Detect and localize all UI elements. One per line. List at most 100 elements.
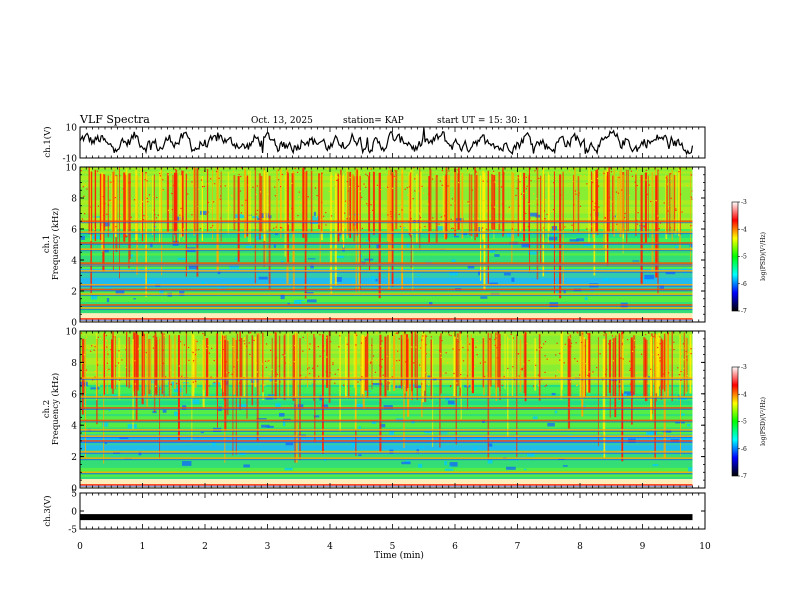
- spectrogram-speckle: [475, 346, 477, 348]
- spectrogram-speckle: [318, 196, 320, 198]
- spectrogram-sferic: [673, 174, 676, 231]
- spectrogram-speckle: [516, 187, 518, 190]
- spectrogram-cell-low: [644, 274, 655, 280]
- spectrogram-cell-low: [429, 302, 433, 305]
- spectrogram-sferic: [340, 169, 342, 235]
- spectrogram-speckle: [85, 370, 88, 372]
- spectrogram-speckle: [369, 167, 371, 169]
- spectrogram-row: [80, 173, 693, 177]
- ch1-spectrogram-ylabel-frequency: Frequency (kHz): [50, 208, 61, 280]
- time-tick-label: 0: [77, 542, 83, 552]
- spectrogram-speckle: [597, 177, 599, 180]
- spectrogram-speckle: [525, 188, 527, 190]
- spectrogram-row: [80, 260, 693, 263]
- spectrogram-speckle: [281, 227, 283, 229]
- colorbar-tick-label: -5: [741, 419, 747, 426]
- spectrogram-speckle: [229, 206, 231, 208]
- spectrogram-cell-low: [675, 246, 679, 250]
- spectrogram-speckle: [337, 173, 339, 175]
- spectrogram-speckle: [436, 223, 438, 225]
- spectrogram-sferic: [185, 331, 188, 394]
- spectrogram-speckle: [494, 338, 496, 341]
- spectrogram-speckle: [381, 366, 383, 368]
- spectrogram-sferic: [671, 331, 673, 402]
- spectrogram-sferic: [160, 169, 162, 234]
- spectrogram-cell-low: [611, 380, 618, 382]
- spectrogram-cell-low: [80, 235, 85, 240]
- spectrogram-speckle: [389, 167, 391, 169]
- spectrogram-speckle: [511, 228, 513, 230]
- spectrogram-speckle: [293, 361, 295, 363]
- spectrogram-speckle: [457, 340, 459, 343]
- spectrogram-speckle: [469, 343, 471, 345]
- spectrogram-speckle: [601, 225, 603, 227]
- spectrogram-cell-low: [313, 415, 320, 418]
- spectrogram-speckle: [124, 172, 127, 174]
- spectrogram-cell-low: [418, 463, 423, 468]
- spectrogram-sferic: [424, 334, 427, 403]
- spectrogram-sferic: [439, 336, 441, 448]
- spectrogram-speckle: [652, 354, 654, 356]
- spectrogram-speckle: [657, 215, 659, 217]
- spectrogram-speckle: [509, 207, 512, 209]
- spectrogram-cell-low: [200, 431, 204, 434]
- ch1-spectrogram-ytick-label: 4: [71, 257, 77, 267]
- spectrogram-speckle: [119, 201, 122, 203]
- spectrogram-speckle: [518, 375, 520, 377]
- spectrogram-speckle: [336, 179, 338, 182]
- spectrogram-cell-low: [287, 302, 290, 305]
- spectrogram-speckle: [543, 343, 545, 345]
- spectrogram-speckle: [440, 216, 442, 218]
- spectrogram-sferic: [237, 176, 240, 262]
- spectrogram-cell-low: [556, 290, 559, 295]
- spectrogram-speckle: [399, 225, 401, 228]
- spectrogram-cell-low: [414, 287, 417, 289]
- spectrogram-cell-low: [582, 405, 586, 408]
- spectrogram-speckle: [611, 335, 614, 337]
- spectrogram-row: [80, 465, 693, 469]
- spectrogram-speckle: [564, 343, 566, 345]
- spectrogram-speckle: [231, 195, 233, 197]
- spectrogram-speckle: [687, 353, 689, 355]
- spectrogram-speckle: [322, 374, 324, 376]
- spectrogram-speckle: [648, 184, 650, 186]
- spectrogram-speckle: [484, 361, 486, 363]
- spectrogram-sferic: [305, 170, 308, 242]
- spectrogram-sferic: [683, 332, 685, 397]
- spectrogram-speckle: [213, 381, 215, 383]
- spectrogram-row: [80, 257, 693, 261]
- spectrogram-speckle: [225, 376, 227, 378]
- spectrogram-speckle: [115, 228, 117, 231]
- spectrogram-speckle: [536, 203, 539, 206]
- spectrogram-speckle: [688, 351, 690, 354]
- spectrogram-speckle: [93, 228, 96, 231]
- spectrogram-sferic: [233, 337, 236, 395]
- spectrogram-speckle: [521, 367, 524, 369]
- spectrogram-cell-low: [507, 232, 514, 237]
- spectrogram-cell-low: [659, 285, 665, 290]
- spectrogram-speckle: [121, 355, 123, 357]
- spectrogram-speckle: [392, 210, 394, 212]
- spectrogram-speckle: [243, 340, 245, 342]
- spectrogram-sferic: [194, 339, 197, 388]
- spectrogram-speckle: [128, 370, 131, 372]
- spectrogram-speckle: [623, 216, 626, 219]
- spectrogram-speckle: [171, 192, 173, 195]
- spectrogram-speckle: [192, 351, 194, 354]
- spectrogram-sferic: [493, 175, 496, 230]
- spectrogram-speckle: [178, 355, 180, 357]
- spectrogram-speckle: [483, 336, 485, 338]
- spectrogram-sferic: [158, 171, 160, 243]
- spectrogram-sferic: [567, 336, 570, 398]
- spectrogram-sferic: [90, 171, 93, 235]
- spectrogram-speckle: [332, 363, 334, 366]
- spectrogram-speckle: [501, 384, 503, 387]
- spectrogram-speckle: [283, 370, 285, 373]
- spectrogram-speckle: [219, 339, 222, 342]
- spectrogram-speckle: [98, 385, 101, 387]
- spectrogram-sferic: [129, 172, 131, 260]
- spectrogram-speckle: [616, 210, 618, 212]
- spectrogram-sferic: [514, 339, 516, 387]
- spectrogram-speckle: [665, 176, 667, 179]
